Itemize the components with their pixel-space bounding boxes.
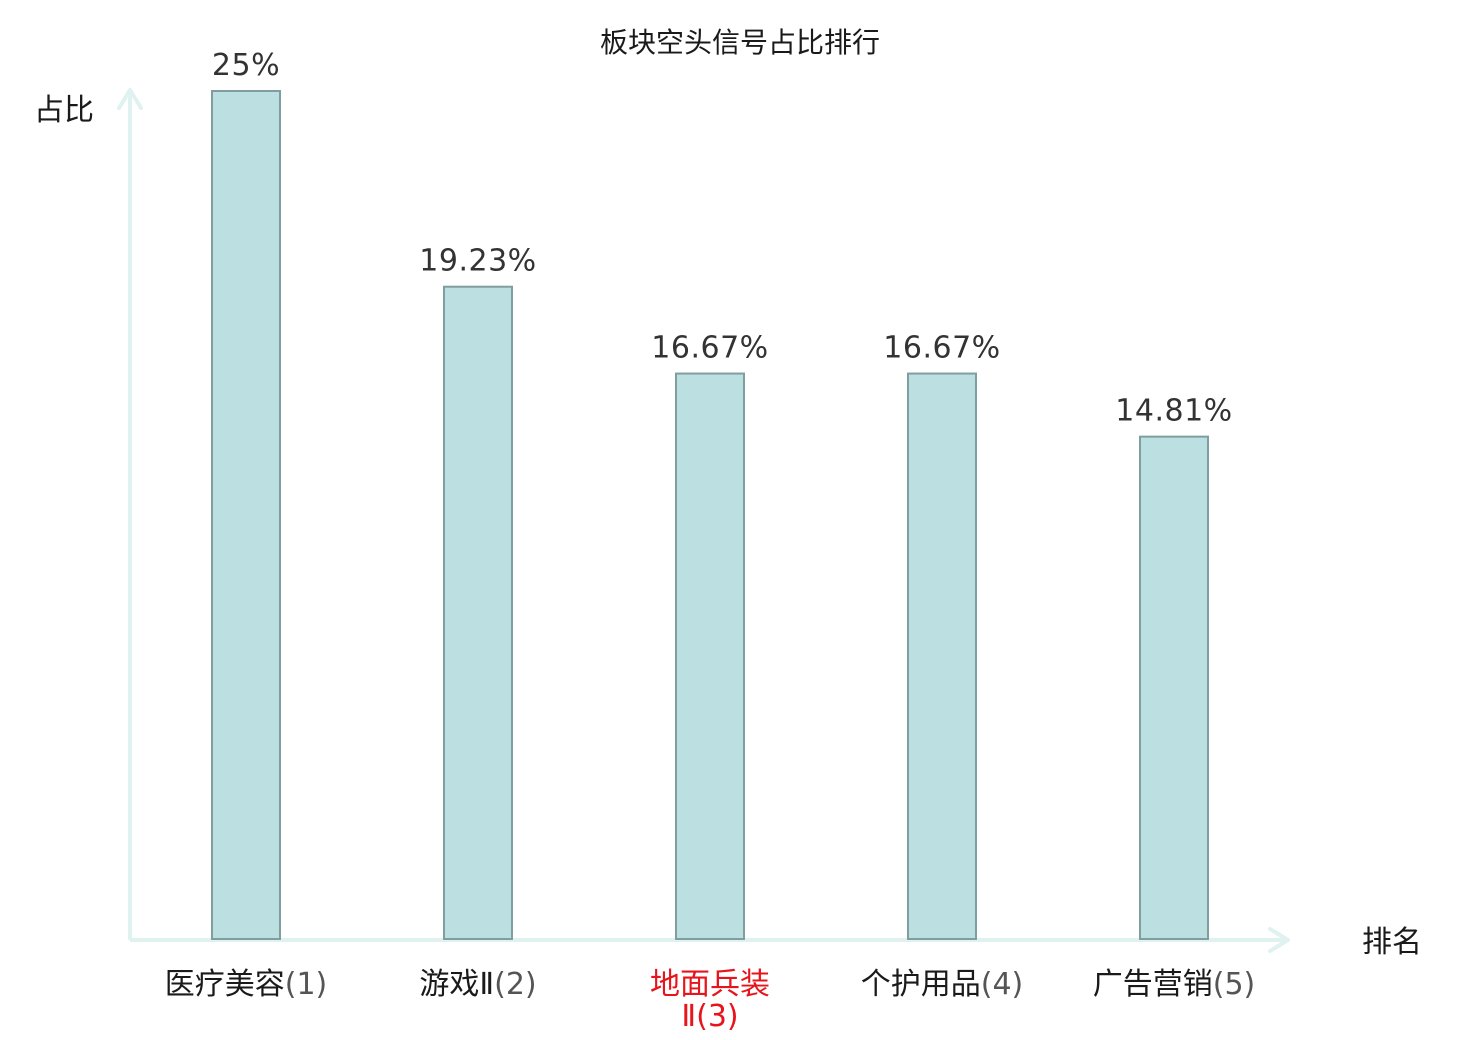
bars-group <box>211 90 1209 941</box>
category-name: 个护用品 <box>861 967 981 1002</box>
x-axis-arrowhead <box>1268 927 1290 953</box>
y-axis-arrowhead <box>117 88 143 110</box>
bar-1 <box>211 90 281 940</box>
category-name: 广告营销 <box>1093 967 1213 1002</box>
category-label-5: 广告营销(5) <box>1093 967 1256 1002</box>
category-name: 游戏Ⅱ <box>419 967 494 1002</box>
category-label-3: 地面兵装 <box>650 967 770 1002</box>
value-label-1: 25% <box>212 48 280 83</box>
category-label-2: 游戏Ⅱ(2) <box>419 967 536 1002</box>
chart-title: 板块空头信号占比排行 <box>600 26 880 59</box>
category-name: 医疗美容 <box>165 967 285 1002</box>
value-label-2: 19.23% <box>419 244 536 279</box>
value-label-5: 14.81% <box>1115 394 1232 429</box>
bar-3 <box>675 372 745 940</box>
bar-2 <box>443 285 513 941</box>
category-rank: (5) <box>1213 967 1256 1002</box>
y-axis-label: 占比 <box>34 93 94 128</box>
x-axis-label: 排名 <box>1362 925 1422 960</box>
category-label-3-line2: Ⅱ(3) <box>681 999 738 1034</box>
value-label-4: 16.67% <box>883 331 1000 366</box>
category-rank: (4) <box>981 967 1024 1002</box>
bar-4 <box>907 372 977 940</box>
category-rank: (2) <box>494 967 537 1002</box>
category-label-4: 个护用品(4) <box>861 967 1024 1002</box>
y-axis <box>117 88 143 940</box>
category-rank: (1) <box>285 967 328 1002</box>
category-label-1: 医疗美容(1) <box>165 967 328 1002</box>
value-labels-group: 25% 19.23% 16.67% 16.67% 14.81% <box>212 48 1232 429</box>
bar-5 <box>1139 435 1209 940</box>
value-label-3: 16.67% <box>651 331 768 366</box>
